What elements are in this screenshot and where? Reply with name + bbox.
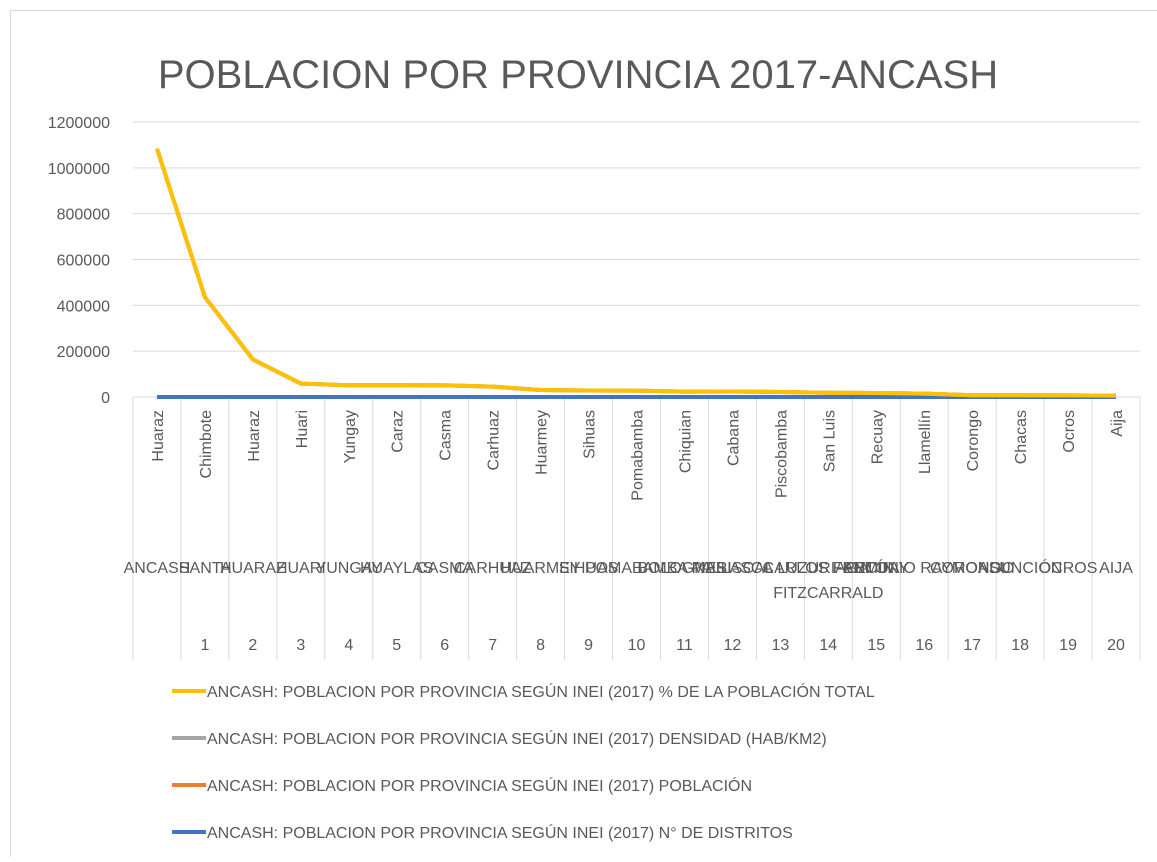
y-tick-label: 800000 xyxy=(57,207,110,224)
x-tick-label: Huaraz xyxy=(150,410,167,462)
order-label: 4 xyxy=(344,637,353,654)
order-label: 7 xyxy=(488,637,497,654)
legend-label: ANCASH: POBLACION POR PROVINCIA SEGÚN IN… xyxy=(207,729,827,748)
province-label: OCROS xyxy=(1039,560,1098,577)
order-label: 10 xyxy=(628,637,646,654)
order-label: 9 xyxy=(584,637,593,654)
x-tick-label: San Luis xyxy=(821,410,838,472)
x-tick-label: Carhuaz xyxy=(486,410,503,470)
legend-label: ANCASH: POBLACION POR PROVINCIA SEGÚN IN… xyxy=(207,823,793,842)
x-tick-label: Huaraz xyxy=(246,410,263,462)
x-tick-label: Llamellín xyxy=(917,410,934,474)
x-tick-label: Aija xyxy=(1109,410,1126,437)
order-label: 13 xyxy=(771,637,789,654)
legend-label: ANCASH: POBLACION POR PROVINCIA SEGÚN IN… xyxy=(207,682,875,701)
order-label: 20 xyxy=(1107,637,1125,654)
x-tick-label: Cabana xyxy=(725,410,742,466)
order-label: 19 xyxy=(1059,637,1077,654)
x-tick-label: Chimbote xyxy=(198,410,215,479)
order-label: 1 xyxy=(200,637,209,654)
x-tick-label: Huarmey xyxy=(534,410,551,475)
order-label: 6 xyxy=(440,637,449,654)
y-tick-label: 1200000 xyxy=(48,115,110,132)
x-tick-label: Chiquian xyxy=(677,410,694,473)
y-tick-label: 200000 xyxy=(57,344,110,361)
y-tick-label: 1000000 xyxy=(48,161,110,178)
order-label: 15 xyxy=(867,637,885,654)
x-tick-label: Yungay xyxy=(342,410,359,463)
order-label: 5 xyxy=(392,637,401,654)
order-label: 2 xyxy=(248,637,257,654)
y-tick-label: 600000 xyxy=(57,253,110,270)
order-label: 12 xyxy=(724,637,742,654)
x-tick-label: Huari xyxy=(294,410,311,448)
order-label: 17 xyxy=(963,637,981,654)
chart-title: POBLACION POR PROVINCIA 2017-ANCASH xyxy=(158,53,998,97)
x-tick-label: Caraz xyxy=(390,410,407,453)
x-tick-label: Casma xyxy=(438,410,455,461)
order-label: 16 xyxy=(915,637,933,654)
x-tick-label: Recuay xyxy=(869,410,886,464)
x-tick-label: Ocros xyxy=(1061,410,1078,453)
x-tick-label: Corongo xyxy=(965,410,982,471)
province-label: AIJA xyxy=(1099,560,1133,577)
order-label: 14 xyxy=(819,637,837,654)
order-label: 3 xyxy=(296,637,305,654)
x-tick-label: Sihuas xyxy=(582,410,599,459)
x-tick-label: Chacas xyxy=(1013,410,1030,464)
legend-label: ANCASH: POBLACION POR PROVINCIA SEGÚN IN… xyxy=(207,776,752,795)
y-tick-label: 0 xyxy=(101,390,110,407)
order-label: 8 xyxy=(536,637,545,654)
x-tick-label: Pomabamba xyxy=(630,410,647,501)
y-tick-label: 400000 xyxy=(57,298,110,315)
order-label: 18 xyxy=(1011,637,1029,654)
order-label: 11 xyxy=(676,637,693,654)
x-tick-label: Piscobamba xyxy=(773,410,790,498)
